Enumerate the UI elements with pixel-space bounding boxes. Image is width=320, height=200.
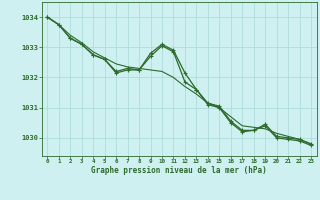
X-axis label: Graphe pression niveau de la mer (hPa): Graphe pression niveau de la mer (hPa) (91, 166, 267, 175)
